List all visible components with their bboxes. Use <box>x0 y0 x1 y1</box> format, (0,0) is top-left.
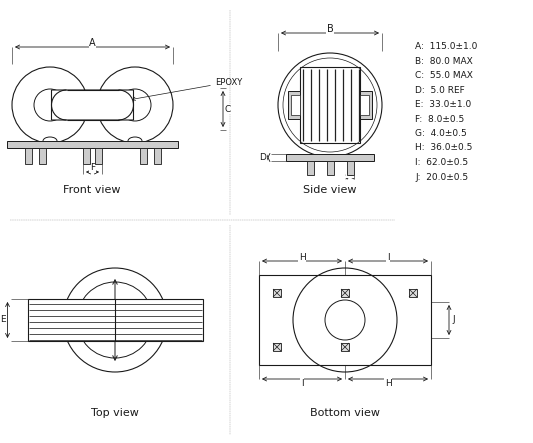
Bar <box>346 161 353 175</box>
Bar <box>140 148 147 164</box>
Text: F: F <box>90 163 95 172</box>
Bar <box>300 67 360 143</box>
Text: I: I <box>301 378 303 388</box>
Text: B: B <box>327 24 333 34</box>
Text: Side view: Side view <box>303 185 357 195</box>
Bar <box>28 299 203 341</box>
Text: I: I <box>386 253 389 261</box>
Bar <box>288 91 300 119</box>
Bar <box>306 161 313 175</box>
Text: J:  20.0±0.5: J: 20.0±0.5 <box>415 172 468 182</box>
Text: B:  80.0 MAX: B: 80.0 MAX <box>415 57 473 66</box>
Text: H:  36.0±0.5: H: 36.0±0.5 <box>415 144 472 152</box>
Text: C: C <box>225 105 231 113</box>
Text: G:  4.0±0.5: G: 4.0±0.5 <box>415 129 467 138</box>
Bar <box>360 95 369 115</box>
Bar <box>341 343 349 351</box>
Bar <box>38 148 45 164</box>
Bar <box>67 90 118 120</box>
Text: F:  8.0±0.5: F: 8.0±0.5 <box>415 114 464 124</box>
Bar <box>286 154 374 161</box>
Text: J: J <box>453 315 455 325</box>
Text: D: D <box>260 153 266 162</box>
Text: A: A <box>89 38 96 48</box>
Bar <box>259 275 431 365</box>
Bar <box>273 289 281 297</box>
Bar <box>95 148 102 164</box>
Bar <box>83 148 90 164</box>
Text: I:  62.0±0.5: I: 62.0±0.5 <box>415 158 468 167</box>
Text: D:  5.0 REF: D: 5.0 REF <box>415 85 465 94</box>
Bar <box>360 91 372 119</box>
Text: Top view: Top view <box>91 408 139 418</box>
Text: H: H <box>298 253 305 261</box>
Bar <box>341 289 349 297</box>
Bar <box>409 289 417 297</box>
Text: E: E <box>0 315 5 325</box>
Text: H: H <box>385 378 391 388</box>
Bar <box>273 343 281 351</box>
Text: EPOXY: EPOXY <box>215 78 243 86</box>
Text: G: G <box>346 168 353 178</box>
Text: Front view: Front view <box>63 185 121 195</box>
Bar <box>154 148 160 164</box>
Bar <box>17 87 168 123</box>
Bar <box>327 161 334 175</box>
Bar <box>300 67 360 143</box>
Text: Bottom view: Bottom view <box>310 408 380 418</box>
Text: A:  115.0±1.0: A: 115.0±1.0 <box>415 42 478 51</box>
Text: C:  55.0 MAX: C: 55.0 MAX <box>415 71 473 80</box>
Bar <box>291 95 300 115</box>
Bar <box>25 148 31 164</box>
Text: E:  33.0±1.0: E: 33.0±1.0 <box>415 100 471 109</box>
Bar <box>7 141 178 148</box>
FancyBboxPatch shape <box>52 90 133 120</box>
